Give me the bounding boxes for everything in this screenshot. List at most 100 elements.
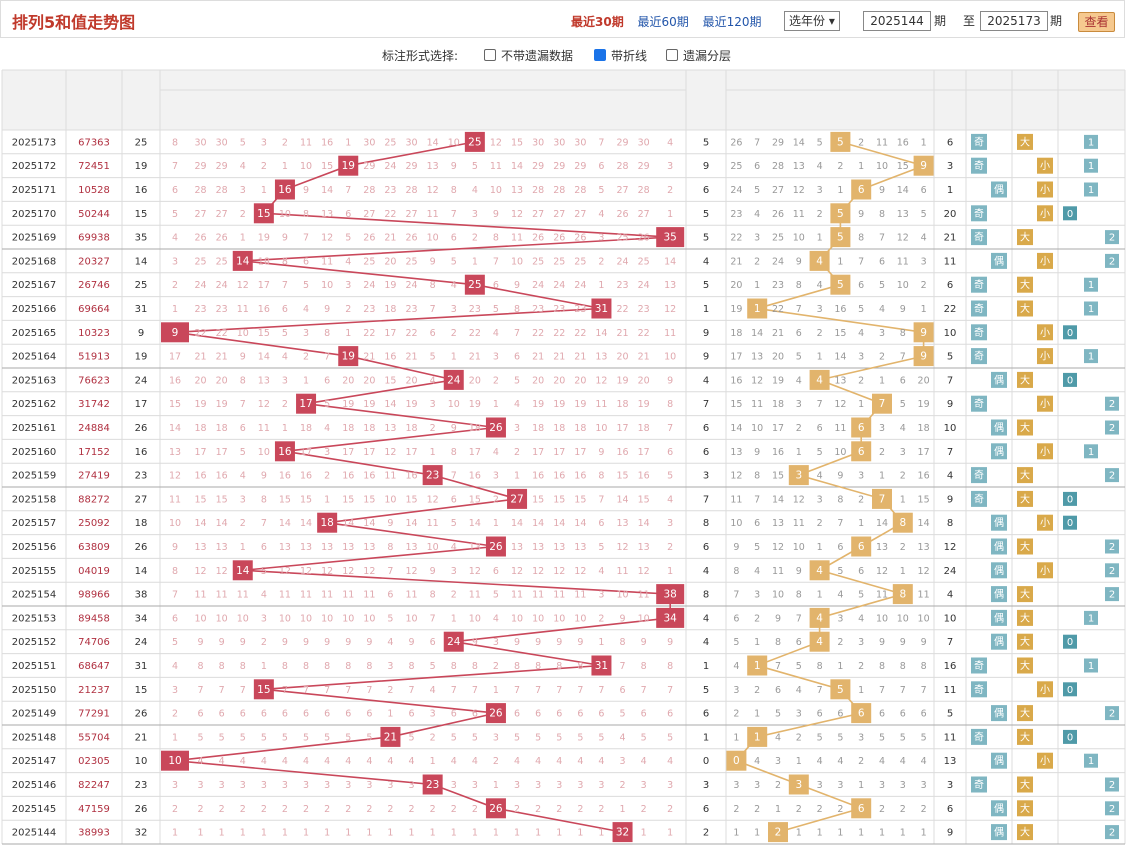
tail-miss-value: 12 <box>772 542 784 553</box>
sum-miss-value: 21 <box>195 352 207 363</box>
road-badge-label: 0 <box>1067 209 1073 220</box>
option-no-miss[interactable]: 不带遗漏数据 <box>484 47 573 64</box>
tail-ball-label: 5 <box>837 279 844 291</box>
tail-miss-value: 2 <box>817 804 823 815</box>
sum-miss-value: 5 <box>303 732 309 743</box>
sum-miss-value: 7 <box>598 494 604 505</box>
sum-miss-value: 2 <box>198 804 204 815</box>
sum-miss-value: 1 <box>451 352 457 363</box>
sum-miss-value: 27 <box>216 209 228 220</box>
sum-miss-value: 11 <box>511 233 523 244</box>
to-issue-input[interactable]: 2025173 <box>980 11 1048 31</box>
tail-miss-value: 4 <box>796 375 802 386</box>
year-select[interactable]: 选年份 ▾ <box>784 11 840 31</box>
tail-miss-value: 3 <box>796 709 802 720</box>
range-60-link[interactable]: 最近60期 <box>637 15 689 29</box>
sum-miss-value: 7 <box>556 685 562 696</box>
tail-miss-value: 3 <box>921 780 927 791</box>
tail-miss-value: 6 <box>754 161 760 172</box>
tail-miss-value: 7 <box>754 494 760 505</box>
tail-miss-value: 5 <box>754 185 760 196</box>
tail-miss-value: 14 <box>730 423 742 434</box>
tail-miss-value: 14 <box>772 494 784 505</box>
sum-miss-value: 28 <box>363 185 375 196</box>
road-badge <box>1105 468 1119 483</box>
sum-miss-value: 17 <box>406 447 418 458</box>
tail-miss-value: 10 <box>793 542 805 553</box>
sum-miss-value: 10 <box>384 494 396 505</box>
sum-miss-value: 12 <box>321 566 333 577</box>
sum-ball-label: 25 <box>468 279 481 291</box>
tail-miss-value: 13 <box>876 542 888 553</box>
oe-badge-label: 偶 <box>994 754 1004 767</box>
sum-miss-value: 1 <box>409 828 415 839</box>
sum-miss-value: 3 <box>240 780 246 791</box>
tail-miss-value: 8 <box>900 328 906 339</box>
from-issue-input[interactable]: 2025144 <box>863 11 931 31</box>
road-badge <box>1105 230 1119 245</box>
sum-miss-value: 5 <box>430 661 436 672</box>
option-lines[interactable]: 带折线 <box>594 47 647 64</box>
tail-miss-value: 22 <box>730 233 742 244</box>
option-layer[interactable]: 遗漏分层 <box>666 47 731 64</box>
tail-miss-value: 2 <box>858 756 864 767</box>
sum-miss-value: 2 <box>282 804 288 815</box>
checkbox-lines[interactable] <box>594 49 606 61</box>
tail-miss-value: 3 <box>900 780 906 791</box>
sum-miss-value: 21 <box>363 352 375 363</box>
tail-miss-value: 1 <box>796 756 802 767</box>
sum-miss-value: 3 <box>598 233 604 244</box>
range-30-link[interactable]: 最近30期 <box>571 15 624 29</box>
bs-badge <box>1037 395 1053 412</box>
sum-miss-value: 11 <box>469 590 481 601</box>
oe-badge <box>991 514 1007 531</box>
number-cell: 55704 <box>78 732 110 743</box>
sum-miss-value: 2 <box>667 804 673 815</box>
sum-miss-value: 10 <box>595 423 607 434</box>
sum-miss-value: 30 <box>638 137 650 148</box>
sum-ball-label: 23 <box>426 470 439 482</box>
sum-miss-value: 8 <box>240 375 246 386</box>
sum-miss-value: 11 <box>363 590 375 601</box>
bs-badge-label: 大 <box>1020 421 1030 434</box>
amp-cell: 6 <box>947 137 953 148</box>
tail-miss-value: 2 <box>858 494 864 505</box>
sum-miss-value: 30 <box>574 137 586 148</box>
tail-ball-label: 3 <box>795 779 802 791</box>
sum-miss-value: 1 <box>198 828 204 839</box>
tail-miss-value: 1 <box>754 828 760 839</box>
amp-cell: 10 <box>944 423 957 434</box>
oe-badge-label: 偶 <box>994 635 1004 648</box>
amp-cell: 9 <box>947 399 953 410</box>
sum-miss-value: 25 <box>574 256 586 267</box>
tail-miss-value: 9 <box>837 471 843 482</box>
tail-miss-value: 12 <box>834 399 846 410</box>
range-120-link[interactable]: 最近120期 <box>702 15 762 29</box>
issue-cell: 2025146 <box>12 780 57 791</box>
sum-miss-value: 6 <box>493 280 499 291</box>
tail-miss-value: 19 <box>772 375 784 386</box>
sum-miss-value: 9 <box>598 447 604 458</box>
sum-miss-value: 23 <box>617 280 629 291</box>
sum-miss-value: 30 <box>532 137 544 148</box>
oe-badge <box>971 728 987 745</box>
sum-miss-value: 23 <box>195 304 207 315</box>
bs-badge-label: 大 <box>1020 802 1030 815</box>
sum-ball <box>507 488 528 509</box>
tail-miss-value: 1 <box>858 828 864 839</box>
sum-miss-value: 11 <box>258 423 270 434</box>
checkbox-layer[interactable] <box>666 49 678 61</box>
sum-miss-value: 3 <box>240 185 246 196</box>
checkbox-no-miss[interactable] <box>484 49 496 61</box>
sum-miss-value: 11 <box>342 590 354 601</box>
tail-miss-value: 2 <box>858 375 864 386</box>
tail-miss-value: 13 <box>918 542 930 553</box>
sum-miss-value: 12 <box>279 566 291 577</box>
oe-badge-label: 奇 <box>974 231 984 244</box>
sum-miss-value: 14 <box>169 423 181 434</box>
sum-miss-value: 1 <box>667 828 673 839</box>
query-button[interactable]: 查看 <box>1078 12 1115 32</box>
tail-miss-value: 12 <box>793 494 805 505</box>
tail-miss-value: 17 <box>772 423 784 434</box>
road-badge <box>1105 587 1119 602</box>
